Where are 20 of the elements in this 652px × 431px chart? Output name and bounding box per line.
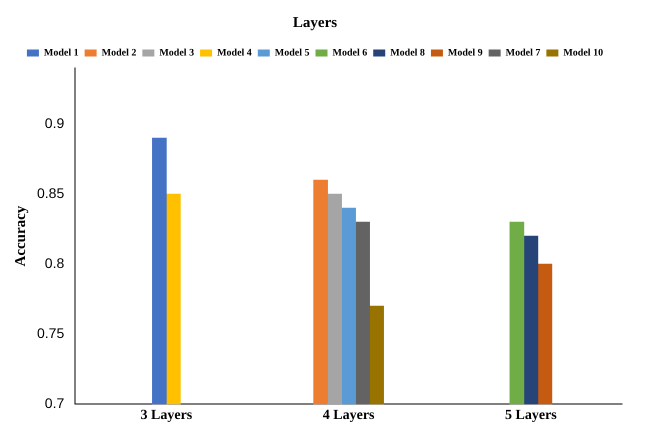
legend-label: Model 7 bbox=[506, 48, 540, 59]
legend-label: Model 9 bbox=[448, 48, 483, 59]
y-tick-label: 0.75 bbox=[37, 325, 64, 342]
y-tick-label: 0.85 bbox=[37, 184, 64, 201]
legend-label: Model 8 bbox=[390, 48, 425, 59]
y-tick-label: 0.9 bbox=[44, 114, 64, 131]
legend-label: Model 5 bbox=[274, 48, 310, 59]
y-tick-label: 0.7 bbox=[44, 395, 64, 412]
legend-label: Model 2 bbox=[102, 48, 136, 59]
x-tick-label: 4 Layers bbox=[322, 408, 376, 424]
legend-label: Model 1 bbox=[44, 48, 79, 59]
x-tick-label: 5 Layers bbox=[505, 408, 558, 424]
legend-label: Model 4 bbox=[217, 48, 252, 59]
legend-label: Model 3 bbox=[159, 48, 194, 59]
chart-title: Layers bbox=[292, 14, 338, 31]
legend-label: Model 6 bbox=[332, 48, 368, 59]
y-tick-label: 0.8 bbox=[44, 254, 64, 271]
x-tick-label: 3 Layers bbox=[140, 408, 193, 424]
y-axis-title: Accuracy bbox=[12, 205, 29, 267]
legend-label: Model 10 bbox=[563, 48, 604, 59]
